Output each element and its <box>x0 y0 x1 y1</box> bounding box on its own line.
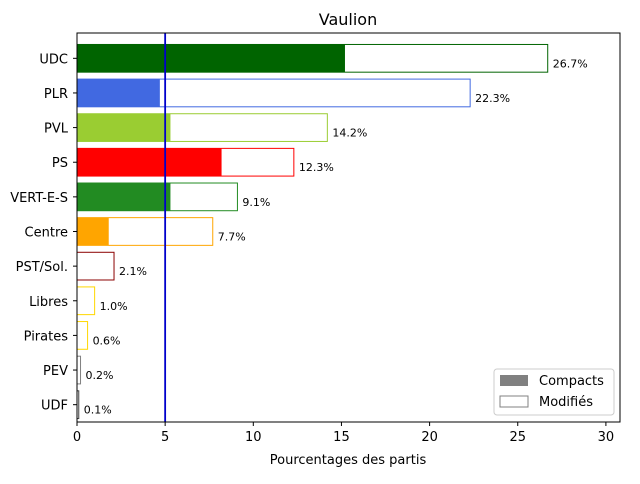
y-tick-label: VERT-E-S <box>10 191 68 206</box>
data-label: 2.1% <box>119 265 147 278</box>
y-tick-label: UDF <box>41 399 68 414</box>
bar-modifies-libres <box>76 286 96 316</box>
data-label: 14.2% <box>332 127 367 140</box>
data-label: 26.7% <box>553 57 588 70</box>
bar-modifies-pst-sol- <box>76 251 115 281</box>
y-tick-label: Centre <box>25 226 68 241</box>
x-tick-label: 25 <box>509 430 526 445</box>
plot-frame <box>76 32 621 423</box>
bar-compacts-centre <box>77 217 109 246</box>
x-tick-label: 15 <box>333 430 350 445</box>
data-label: 12.3% <box>299 161 334 174</box>
y-tick-label: PVL <box>44 122 69 137</box>
legend-label-compacts: Compacts <box>539 374 604 389</box>
y-tick-label: UDC <box>39 52 68 67</box>
data-label: 7.7% <box>218 231 246 244</box>
x-tick-label: 20 <box>421 430 438 445</box>
x-axis-label: Pourcentages des partis <box>270 453 427 468</box>
bar-compacts-plr <box>77 79 160 107</box>
bar-compacts-ps <box>77 148 222 177</box>
data-label: 0.2% <box>86 369 114 382</box>
chart-title: Vaulion <box>319 10 377 29</box>
y-tick-label: PLR <box>44 87 68 102</box>
bar-modifies-pev <box>76 355 82 385</box>
bar-modifies-pirates <box>76 321 89 350</box>
y-tick-label: PEV <box>43 364 68 379</box>
x-tick-label: 5 <box>161 430 169 445</box>
legend-swatch-compacts <box>500 375 528 386</box>
bar-compacts-pvl <box>77 113 171 142</box>
y-tick-label: Pirates <box>24 329 69 344</box>
bar-compacts-udc <box>77 44 345 73</box>
y-tick-label: PST/Sol. <box>16 260 68 275</box>
x-tick-label: 30 <box>598 430 615 445</box>
data-label: 22.3% <box>475 92 510 105</box>
data-label: 1.0% <box>100 300 128 313</box>
data-label: 0.1% <box>84 404 112 417</box>
legend-label-modifies: Modifiés <box>539 395 593 410</box>
legend: Compacts Modifiés <box>493 368 615 416</box>
y-tick-label: Libres <box>29 295 68 310</box>
x-tick-label: 0 <box>73 430 81 445</box>
bar-compacts-vert-e-s <box>77 183 171 211</box>
y-tick-label: PS <box>52 156 68 171</box>
legend-swatch-modifies <box>499 395 529 408</box>
data-label: 0.6% <box>93 334 121 347</box>
x-tick-label: 10 <box>245 430 262 445</box>
data-label: 9.1% <box>242 196 270 209</box>
